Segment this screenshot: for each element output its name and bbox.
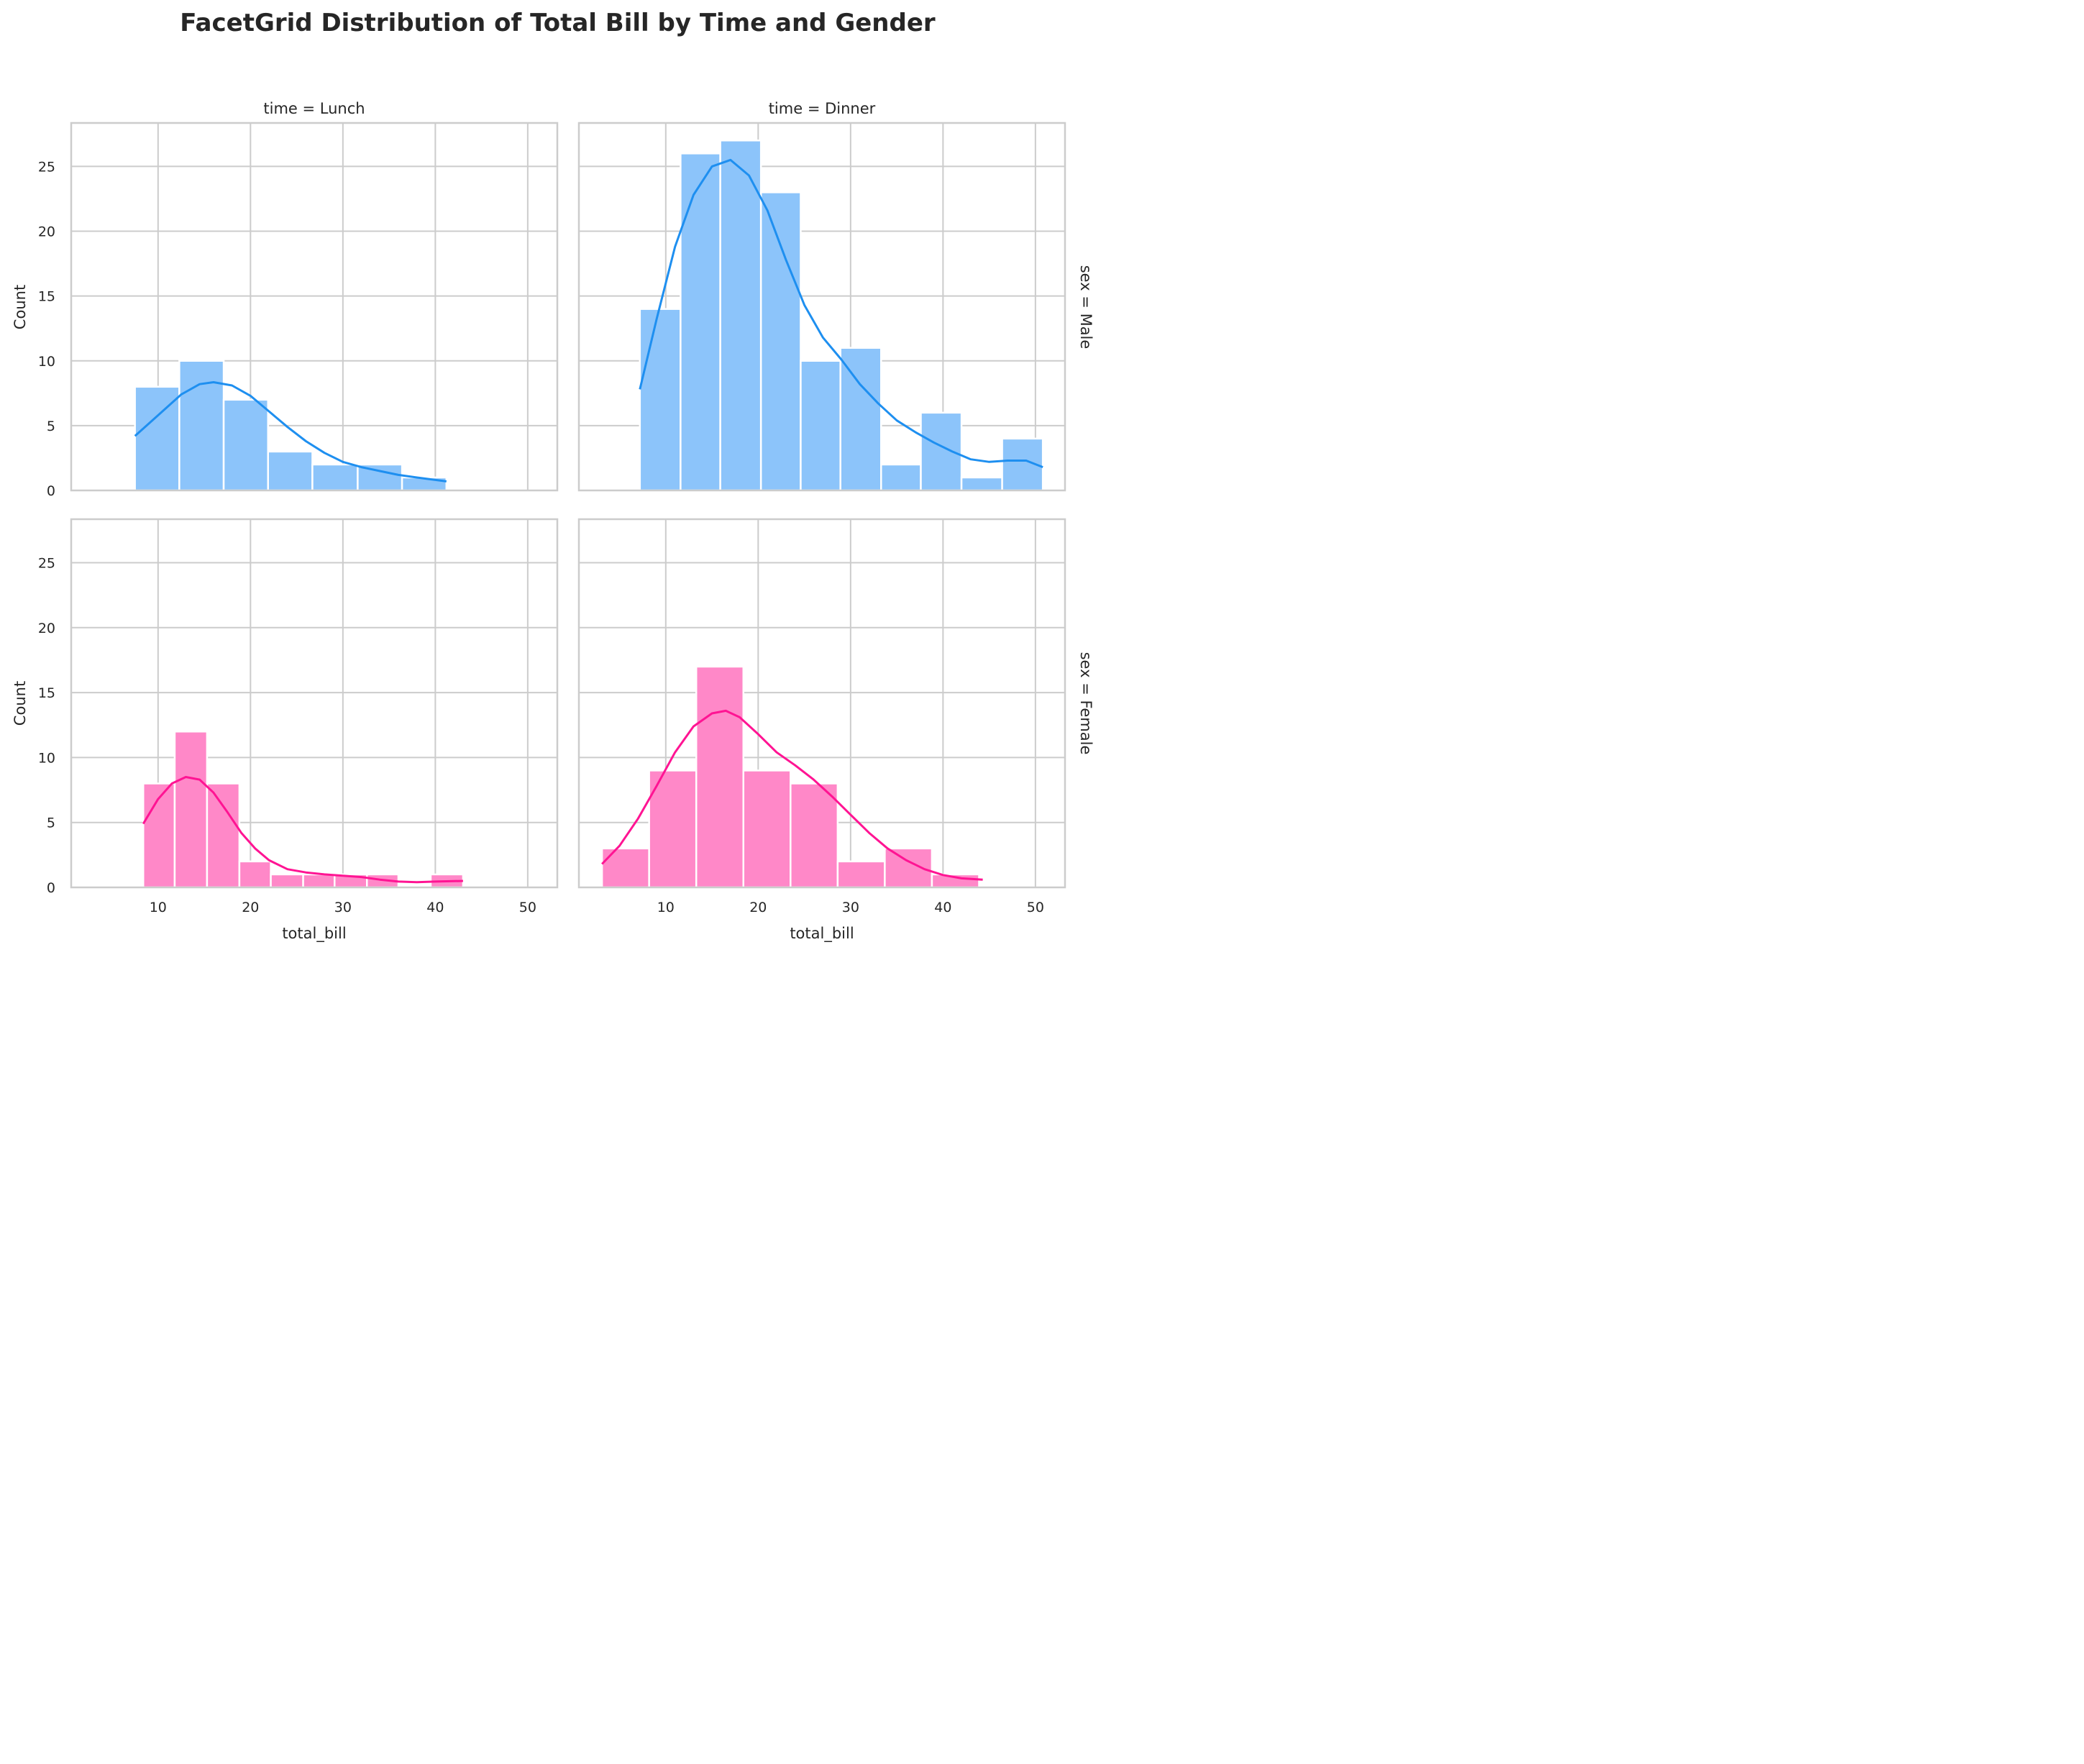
histogram-bar <box>238 860 272 889</box>
histogram-bar <box>884 847 933 889</box>
col-title-lunch: time = Lunch <box>263 100 365 117</box>
x-tick-label: 20 <box>242 900 259 915</box>
row-title-male: sex = Male <box>1077 265 1094 349</box>
axes-frame <box>70 518 559 889</box>
kde-line <box>134 381 447 483</box>
histogram-bar <box>222 398 269 492</box>
y-tick-label: 15 <box>38 685 55 701</box>
histogram-bar <box>680 152 721 492</box>
y-tick-label: 0 <box>47 483 55 499</box>
histogram-bar <box>178 360 225 492</box>
y-tick-label: 5 <box>47 419 55 434</box>
histogram-bar <box>311 463 359 492</box>
kde-line <box>639 158 1043 468</box>
y-axis-label-top: Count <box>12 285 29 329</box>
y-tick-label: 5 <box>47 815 55 831</box>
row-title-female: sex = Female <box>1077 652 1094 755</box>
facet-grid-chart: time = Lunch time = Dinner sex = Male se… <box>12 100 1094 943</box>
y-tick-label: 15 <box>38 289 55 305</box>
y-tick-label: 25 <box>38 556 55 572</box>
axes-frame <box>70 122 559 492</box>
col-title-dinner: time = Dinner <box>769 100 876 117</box>
x-tick-label: 40 <box>426 900 444 915</box>
x-tick-label: 10 <box>150 900 167 915</box>
histogram-bar <box>719 140 762 492</box>
panel-lunch-female: 0 5 10 15 20 25 10 20 30 40 50 <box>38 518 559 915</box>
panel-lunch-male: 0 5 10 15 20 25 <box>38 122 559 499</box>
y-tick-label: 10 <box>38 354 55 370</box>
histogram-bar <box>790 782 839 889</box>
x-tick-label: 30 <box>842 900 859 915</box>
x-axis-label-left: total_bill <box>282 925 346 943</box>
y-tick-label: 20 <box>38 224 55 240</box>
x-axis-label-right: total_bill <box>790 925 854 943</box>
x-tick-label: 30 <box>334 900 352 915</box>
y-tick-label: 10 <box>38 750 55 766</box>
histogram-bar <box>600 847 650 889</box>
histogram-bar <box>880 463 922 492</box>
histogram-bar <box>267 450 314 492</box>
histogram-bar <box>206 782 241 889</box>
histogram-bar <box>270 873 304 889</box>
x-tick-label: 40 <box>934 900 951 915</box>
kde-line <box>142 776 463 884</box>
histogram-bar <box>759 191 802 492</box>
histogram-bar <box>695 665 745 889</box>
histogram-bar <box>800 360 841 492</box>
y-tick-label: 0 <box>47 880 55 896</box>
y-axis-label-bottom: Count <box>12 681 29 726</box>
histogram-bar <box>1001 437 1044 492</box>
histogram-bar <box>836 860 886 889</box>
kde-line <box>601 709 983 881</box>
histogram-bar <box>742 769 792 889</box>
x-tick-label: 50 <box>1027 900 1044 915</box>
x-tick-label: 50 <box>519 900 536 915</box>
x-tick-label: 20 <box>749 900 767 915</box>
y-tick-label: 25 <box>38 159 55 175</box>
panel-dinner-female: 10 20 30 40 50 <box>577 518 1066 915</box>
y-tick-label: 20 <box>38 621 55 636</box>
axes-frame <box>577 518 1066 889</box>
histogram-bar <box>639 308 682 492</box>
page-title: FacetGrid Distribution of Total Bill by … <box>180 9 936 37</box>
histogram-bar <box>920 411 963 492</box>
histogram-bar <box>960 476 1003 492</box>
panel-dinner-male <box>577 122 1066 492</box>
axes-frame <box>577 122 1066 492</box>
x-tick-label: 10 <box>657 900 675 915</box>
histogram-bar <box>173 731 209 889</box>
histogram-bar <box>302 873 336 889</box>
histogram-bar <box>839 347 882 492</box>
